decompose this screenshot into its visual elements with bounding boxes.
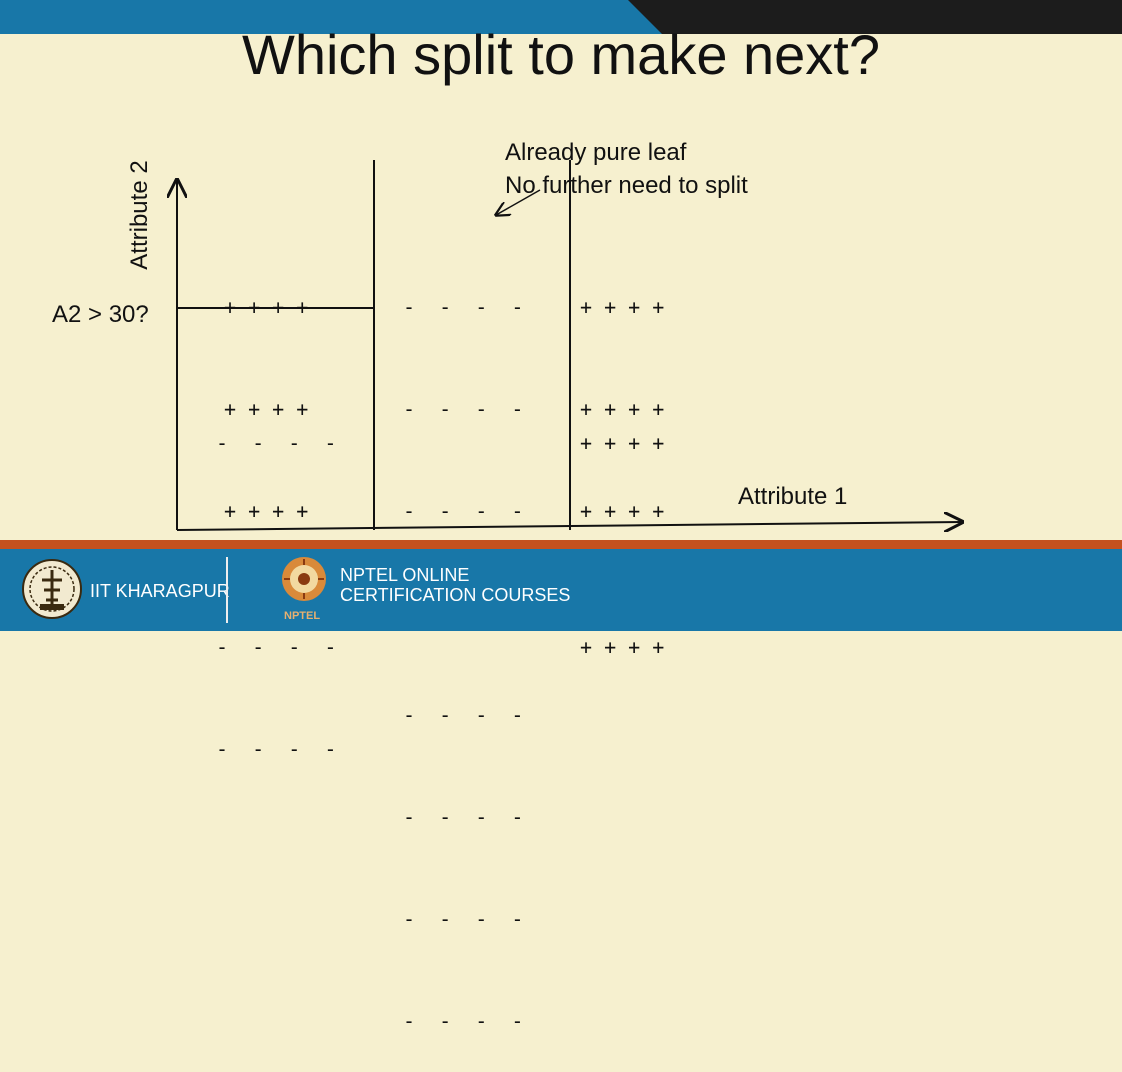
plus-row: + + + + (580, 397, 665, 421)
minus-row: - - - - (403, 703, 524, 727)
plus-row: + + + + (224, 397, 309, 421)
slide-title: Which split to make next? (241, 23, 881, 86)
plus-row: + + + + (580, 499, 665, 523)
minus-row: - - - - (403, 295, 524, 319)
minus-row: - - - - (403, 907, 524, 931)
minus-row: - - - - (403, 499, 524, 523)
plus-row: + + + + (580, 295, 665, 319)
footer-divider (226, 557, 228, 623)
plus-cluster-right-bottom: + + + + + + + + + + + + (580, 358, 664, 698)
plus-row: + + + + (224, 499, 309, 523)
plus-row: + + + + (580, 431, 665, 455)
x-axis-label: Attribute 1 (738, 483, 848, 510)
split-label: A2 > 30? (52, 301, 149, 328)
institute-name: IIT KHARAGPUR (90, 581, 230, 601)
plus-cluster-right-top: + + + + + + + + + + + + (580, 222, 664, 562)
minus-row: - - - - (403, 805, 524, 829)
minus-row: - - - - (403, 397, 524, 421)
plus-cluster-left-top: + + + + + + + + + + + + (224, 222, 308, 562)
split-diagram (0, 160, 1122, 631)
program-line-1: NPTEL ONLINE (340, 565, 470, 585)
nptel-logo-text: NPTEL (284, 610, 321, 622)
minus-row: - - - - (403, 1009, 524, 1033)
y-axis-label: Attribute 2 (126, 160, 153, 270)
annotation-arrow (496, 189, 541, 215)
footer-bar (0, 549, 1122, 631)
annotation-line-1: Already pure leaf (505, 139, 687, 166)
plus-row: + + + + (580, 635, 665, 659)
iit-kharagpur-logo-icon (22, 559, 82, 619)
footer-stripe (0, 540, 1122, 549)
program-line-2: CERTIFICATION COURSES (340, 585, 571, 605)
minus-cluster-middle: - - - - - - - - - - - - - - - - - - - - … (403, 222, 523, 1072)
plus-row: + + + + (224, 295, 309, 319)
top-banner (0, 0, 1122, 34)
minus-row: - - - - (216, 635, 337, 659)
nptel-logo-icon (282, 557, 326, 601)
annotation-line-2: No further need to split (505, 172, 748, 199)
minus-row: - - - - (216, 737, 337, 761)
minus-row: - - - - (216, 431, 337, 455)
